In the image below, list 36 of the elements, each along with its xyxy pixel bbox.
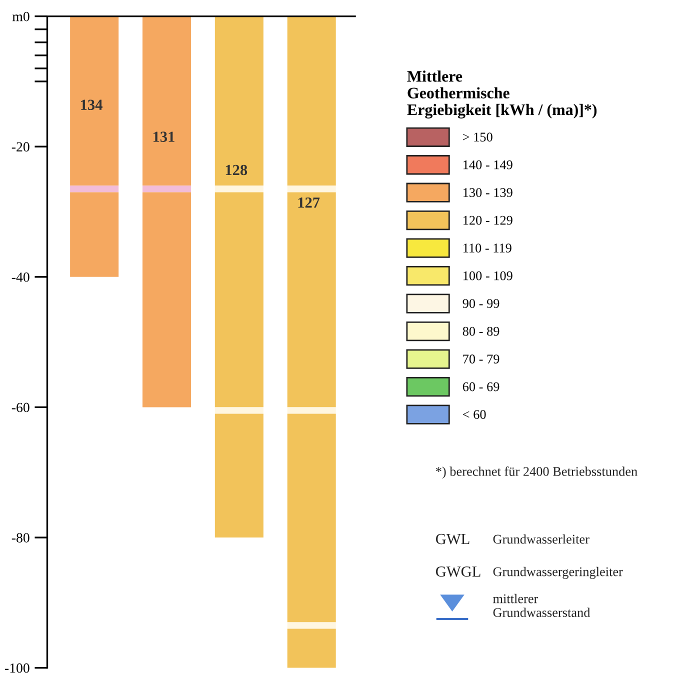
y-tick-label: m0 xyxy=(12,12,30,22)
bar xyxy=(287,622,336,629)
bar xyxy=(287,407,336,414)
legend-label: < 60 xyxy=(463,410,486,419)
y-tick-label: -60 xyxy=(12,402,30,412)
legend-title: Mittlere Geothermische Ergiebigkeit [kWh / (ma)]*) xyxy=(407,70,597,119)
text: GWL xyxy=(436,534,470,544)
annotation: 131 xyxy=(153,132,174,142)
bar xyxy=(142,186,192,192)
text: GWGL xyxy=(436,566,480,577)
y-tick-label: -20 xyxy=(12,142,30,152)
annotation: 127 xyxy=(298,197,320,208)
legend-label: 130 - 139 xyxy=(464,188,512,198)
text: Grundwassergeringleiter xyxy=(493,566,623,579)
bar xyxy=(287,628,336,668)
y-tick-label: -100 xyxy=(4,663,30,673)
legend-label: 60 - 69 xyxy=(462,382,500,392)
legend-label: 100 - 109 xyxy=(464,271,512,280)
legend-label: 110 - 119 xyxy=(464,244,512,252)
bar xyxy=(214,414,264,538)
text: *) berechnet für 2400 Betriebsstunden xyxy=(436,466,638,479)
text: mittlerer Grundwasserstand xyxy=(493,594,590,618)
bar xyxy=(214,407,264,414)
legend-label: 90 - 99 xyxy=(462,299,500,308)
legend-label: 70 - 79 xyxy=(463,354,500,364)
y-tick-label: -40 xyxy=(12,272,30,282)
text: Grundwasserleiter xyxy=(493,534,590,544)
bar xyxy=(70,186,119,192)
legend-label: 80 - 89 xyxy=(462,326,500,336)
annotation: 128 xyxy=(226,164,248,176)
bar xyxy=(287,414,336,622)
legend-label: 120 - 129 xyxy=(464,216,512,225)
legend-label: > 150 xyxy=(463,132,492,142)
legend-label: 140 - 149 xyxy=(464,160,512,170)
y-tick-label: -80 xyxy=(12,533,30,542)
annotation: 134 xyxy=(81,100,102,110)
